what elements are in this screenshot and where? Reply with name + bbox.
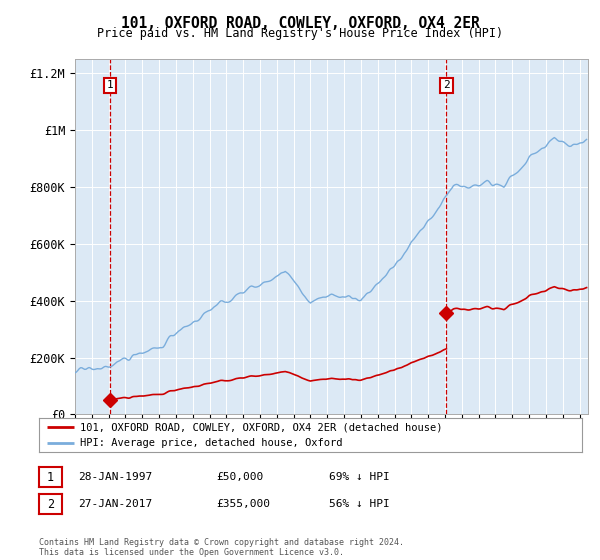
Text: HPI: Average price, detached house, Oxford: HPI: Average price, detached house, Oxfo… <box>80 438 342 448</box>
Text: £50,000: £50,000 <box>216 472 263 482</box>
Text: 69% ↓ HPI: 69% ↓ HPI <box>329 472 389 482</box>
Text: £355,000: £355,000 <box>216 499 270 509</box>
Text: 2: 2 <box>443 81 450 91</box>
Text: Price paid vs. HM Land Registry's House Price Index (HPI): Price paid vs. HM Land Registry's House … <box>97 27 503 40</box>
Text: 1: 1 <box>107 81 113 91</box>
Text: 101, OXFORD ROAD, COWLEY, OXFORD, OX4 2ER (detached house): 101, OXFORD ROAD, COWLEY, OXFORD, OX4 2E… <box>80 422 442 432</box>
Text: Contains HM Land Registry data © Crown copyright and database right 2024.
This d: Contains HM Land Registry data © Crown c… <box>39 538 404 557</box>
Text: 101, OXFORD ROAD, COWLEY, OXFORD, OX4 2ER: 101, OXFORD ROAD, COWLEY, OXFORD, OX4 2E… <box>121 16 479 31</box>
Text: 28-JAN-1997: 28-JAN-1997 <box>78 472 152 482</box>
Text: 1: 1 <box>47 470 54 484</box>
Text: 27-JAN-2017: 27-JAN-2017 <box>78 499 152 509</box>
Text: 56% ↓ HPI: 56% ↓ HPI <box>329 499 389 509</box>
Text: 2: 2 <box>47 497 54 511</box>
